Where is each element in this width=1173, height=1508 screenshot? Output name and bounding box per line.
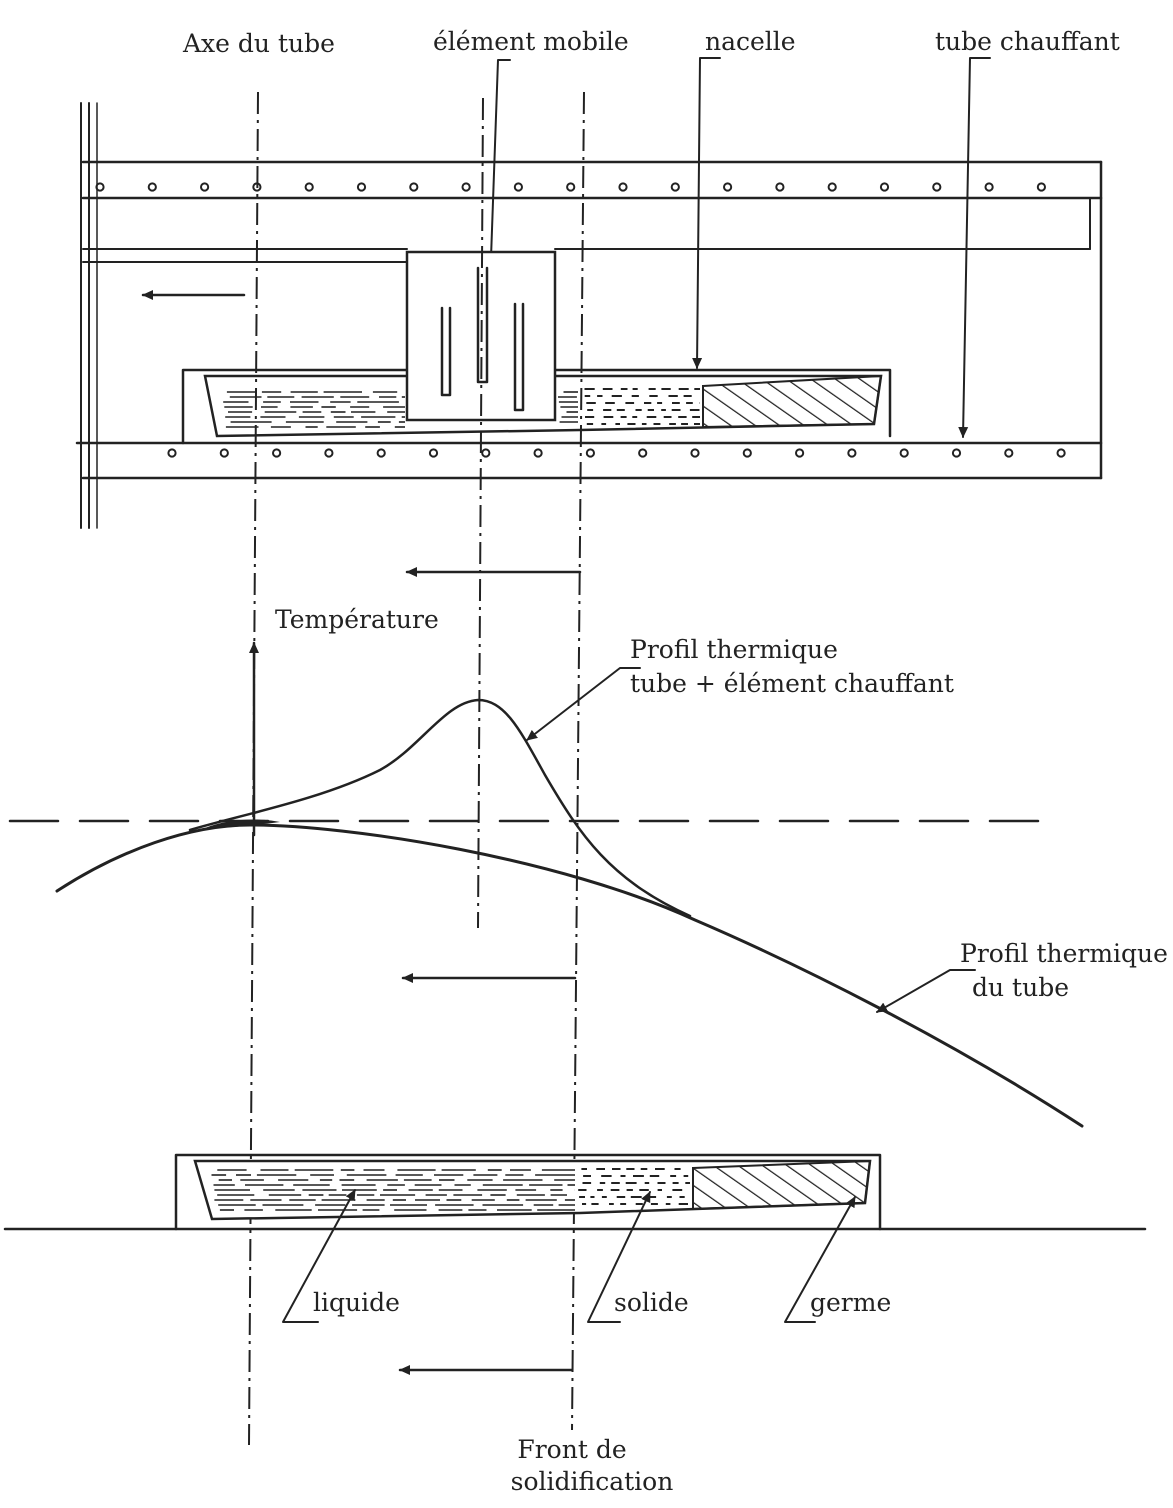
profile-lens-mark [205,819,280,828]
coil-loop [879,182,890,192]
solide-label: solide [614,1288,689,1317]
coil-loop [827,182,837,192]
coil-loop [95,182,105,192]
coil-loop [690,448,700,458]
solid-zone-bottom [578,1168,690,1205]
profile-tube-leader [876,969,976,1013]
coil-loop [1036,182,1047,192]
coil-loop [932,182,942,192]
element-mobile-label: élément mobile [433,27,629,56]
coil-loop [638,448,648,458]
coil-loop [356,182,367,192]
solid-zone-top [584,388,700,425]
heater-coils-bottom [167,448,1066,458]
profile-element-label-1: Profil thermique [630,635,838,664]
tube-thermal-profile-curve [55,823,1084,1128]
profile-element-label-2: tube + élément chauffant [630,669,954,698]
top-leader-lines [485,57,991,438]
front-label-1: Front de [517,1435,626,1464]
coil-loop [272,448,282,458]
coil-loop [670,182,680,192]
solide-leader [587,1191,651,1323]
coil-loop [618,182,628,192]
coil-loop [1056,448,1066,458]
heating-tube [75,102,1103,529]
coil-loop [795,448,805,458]
temperature-label: Température [275,605,439,634]
coil-loop [324,448,334,458]
element-thermal-profile-curve [188,698,692,918]
coil-loop [481,448,491,458]
coil-loop [304,182,314,192]
coil-loop [513,182,524,192]
tube-chauffant-label: tube chauffant [935,27,1120,56]
axe-du-tube-label: Axe du tube [182,29,335,58]
coil-loop [742,448,752,458]
element-axis-line [477,97,484,929]
coil-loop [984,182,994,192]
coil-loop [167,448,177,458]
coil-loop [376,448,386,458]
liquide-label: liquide [313,1288,400,1317]
coil-loop [428,448,439,458]
coil-loop [219,448,229,458]
coil-loop [147,182,157,192]
profile-element-leader [526,667,641,741]
liquid-zone-bottom [211,1169,575,1211]
nacelle-label: nacelle [705,27,796,56]
coil-loop [847,448,857,458]
front-label-2: solidification [511,1467,674,1496]
coil-loop [585,448,596,458]
coil-loop [899,448,909,458]
liquide-leader [282,1189,356,1323]
liquid-zone-top [223,391,578,428]
profile-tube-label-1: Profil thermique [960,939,1168,968]
coil-loop [566,182,576,192]
coil-loop [775,182,785,192]
coil-loop [1004,448,1014,458]
germe-leader [784,1196,856,1323]
heater-coils-top [95,182,1047,192]
coil-loop [533,448,543,458]
boat-bottom [174,1153,882,1231]
coil-loop [461,182,471,192]
profile-tube-label-2: du tube [972,973,1069,1002]
coil-loop [200,182,210,192]
coil-loop [951,448,962,458]
germe-label: germe [810,1288,891,1317]
coil-loop [409,182,419,192]
coil-loop [723,182,733,192]
